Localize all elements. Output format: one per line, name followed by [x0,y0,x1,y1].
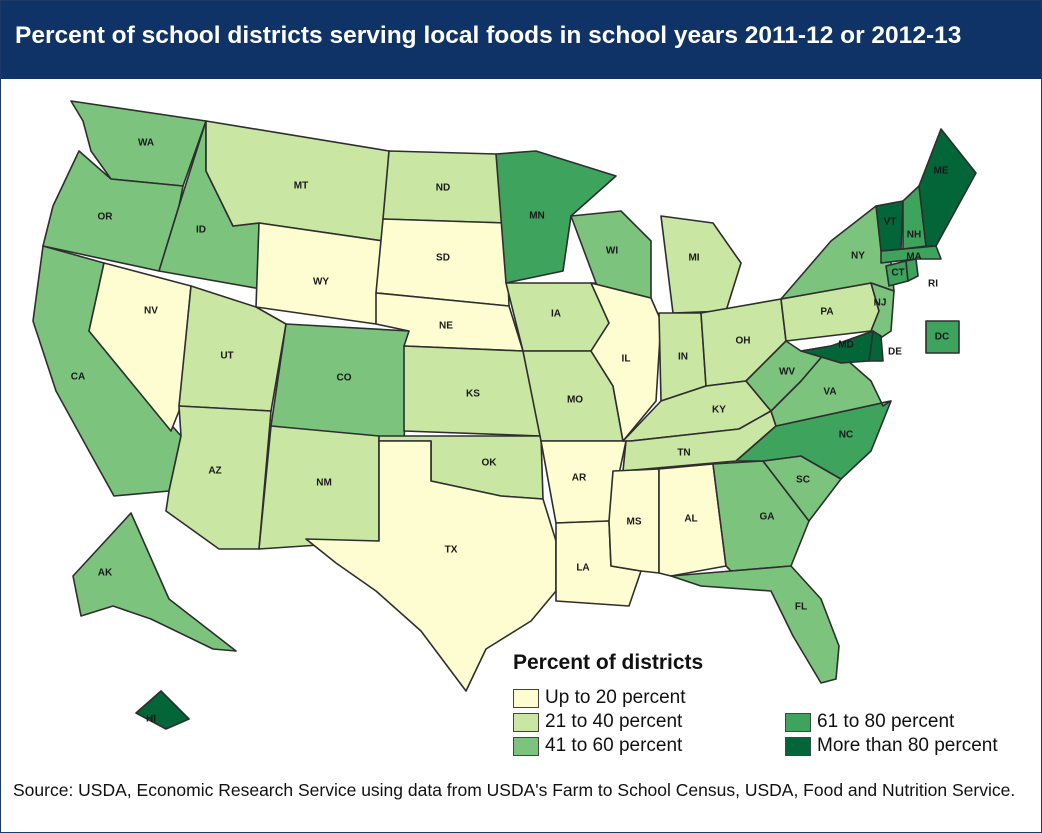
state-mi [660,215,742,314]
state-label-ct: CT [891,268,904,279]
us-state-map: WA OR CA NV ID MT WY UT AZ CO NM ND SD NE KS OK TX MN IA MO… [32,100,977,730]
state-tx [305,440,557,692]
state-label-pa: PA [820,307,833,318]
state-fl [670,565,840,684]
state-wy [255,222,384,325]
state-ut [178,285,287,412]
legend-swatch-61-to-80 [785,712,811,732]
state-label-nj: NJ [874,298,887,309]
state-label-mo: MO [567,395,583,406]
state-label-tn: TN [677,448,690,459]
state-label-il: IL [622,354,631,365]
state-label-ok: OK [482,458,498,469]
legend-item-more-than-80: More than 80 percent [785,735,998,757]
state-label-ca: CA [71,372,85,383]
state-label-nc: NC [839,430,853,441]
state-label-tx: TX [445,545,458,556]
state-dc [925,320,960,354]
legend-item-up-to-20: Up to 20 percent [513,687,685,709]
state-label-dc: DC [935,332,949,343]
state-label-ks: KS [466,389,480,400]
state-label-fl: FL [795,602,807,613]
labels-layer: WA OR CA NV ID MT WY UT AZ CO NM ND SD NE KS OK TX MN IA MO… [71,138,949,725]
legend-label-21-to-40: 21 to 40 percent [545,711,683,732]
state-label-me: ME [934,166,949,177]
state-label-or: OR [98,212,114,223]
state-label-ms: MS [627,517,642,528]
legend-label-more-than-80: More than 80 percent [817,735,998,756]
states-layer [32,100,977,730]
state-label-ar: AR [572,473,587,484]
state-label-al: AL [684,514,697,525]
legend-title: Percent of districts [513,651,704,674]
state-hi [135,690,190,730]
state-label-ny: NY [851,251,865,262]
state-label-ma: MA [906,252,922,263]
map-title: Percent of school districts serving loca… [15,22,962,49]
state-nv [88,262,192,432]
state-label-wy: WY [313,277,329,288]
legend-label-61-to-80: 61 to 80 percent [817,711,955,732]
state-label-ut: UT [220,351,233,362]
state-vt [875,200,904,252]
state-label-nv: NV [144,306,158,317]
legend-swatch-41-to-60 [513,736,539,756]
state-label-wv: WV [779,367,795,378]
state-label-vt: VT [884,217,897,228]
state-label-co: CO [337,373,352,384]
state-label-in: IN [678,352,688,363]
state-label-mi: MI [688,253,699,264]
source-note: Source: USDA, Economic Research Service … [13,780,1016,800]
state-label-ak: AK [98,568,113,579]
state-me [918,128,977,247]
state-label-ne: NE [439,321,453,332]
state-label-sc: SC [796,475,810,486]
state-label-nd: ND [436,183,450,194]
state-label-de: DE [888,347,902,358]
state-label-md: MD [838,340,854,351]
state-label-wi: WI [606,246,618,257]
legend-swatch-21-to-40 [513,712,539,732]
legend-label-41-to-60: 41 to 60 percent [545,735,683,756]
legend-item-41-to-60: 41 to 60 percent [513,735,682,757]
state-label-wa: WA [138,138,154,149]
state-al [658,463,727,577]
state-md [800,330,874,364]
legend-item-61-to-80: 61 to 80 percent [785,711,954,733]
state-label-va: VA [823,387,836,398]
legend-swatch-up-to-20 [513,688,539,708]
state-label-mt: MT [294,181,308,192]
state-label-az: AZ [208,466,221,477]
state-label-nm: NM [316,478,332,489]
state-label-ky: KY [712,405,726,416]
state-label-nh: NH [907,230,921,241]
state-az [165,405,272,550]
state-label-oh: OH [736,336,751,347]
legend-swatch-more-than-80 [785,736,811,756]
state-label-ia: IA [551,309,561,320]
legend-label-up-to-20: Up to 20 percent [545,687,686,708]
legend: Percent of districts Up to 20 percent 21… [513,651,1033,763]
legend-item-21-to-40: 21 to 40 percent [513,711,682,733]
state-label-ga: GA [760,512,775,523]
state-label-sd: SD [436,253,450,264]
state-label-ri: RI [928,279,938,290]
state-label-id: ID [196,225,206,236]
state-label-mn: MN [529,211,545,222]
state-label-la: LA [576,563,589,574]
title-banner: Percent of school districts serving loca… [1,1,1041,79]
state-ak [72,512,237,652]
state-label-hi: HI [146,714,156,725]
